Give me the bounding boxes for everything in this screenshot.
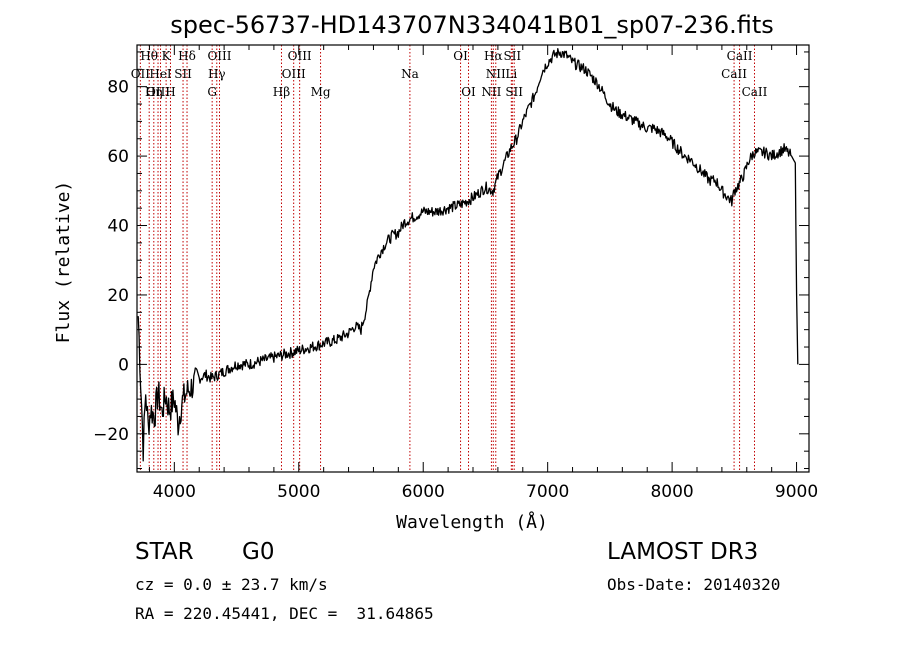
emission-line-markers: [139, 45, 755, 472]
emission-line-label: NII: [481, 85, 501, 99]
object-subclass: G0: [242, 539, 275, 565]
emission-line-label: H: [165, 85, 175, 99]
plot-frame: [136, 44, 810, 473]
emission-line-label: SII: [503, 49, 521, 63]
x-tick-label: 8000: [650, 482, 693, 502]
emission-line-label: Hα: [484, 49, 503, 63]
y-axis-ticks: −20 0 20 40 60 80: [93, 51, 809, 470]
emission-line-label: SII: [505, 85, 523, 99]
redshift-readout: cz = 0.0 ± 23.7 km/s: [135, 575, 328, 594]
emission-line-label: OIII: [282, 67, 306, 81]
emission-line-label: Hη: [145, 85, 163, 99]
emission-line-label: OI: [453, 49, 468, 63]
y-tick-label: 20: [107, 286, 129, 306]
y-axis-label: Flux (relative): [53, 181, 74, 344]
emission-line-label: CaII: [727, 49, 753, 63]
emission-line-label: OIII: [207, 49, 231, 63]
emission-line-label: G: [207, 85, 217, 99]
emission-line-label: NII: [486, 67, 506, 81]
x-axis-label: Wavelength (Å): [396, 511, 548, 533]
coordinates-readout: RA = 220.45441, DEC = 31.64865: [135, 604, 434, 623]
emission-line-label: Mg: [311, 85, 331, 99]
x-tick-label: 9000: [775, 482, 818, 502]
emission-line-label: Hγ: [208, 67, 226, 81]
emission-line-label: OI: [461, 85, 476, 99]
flux-series-line: [137, 48, 799, 462]
x-axis-ticks: 4000 5000 6000 7000 8000 9000: [148, 45, 818, 502]
x-tick-label: 5000: [277, 482, 320, 502]
x-tick-label: 7000: [526, 482, 569, 502]
emission-line-label: OIII: [146, 85, 170, 99]
emission-line-label: CaII: [742, 85, 768, 99]
y-tick-label: 80: [107, 78, 129, 98]
emission-line-label: HeI: [149, 67, 172, 81]
y-tick-label: 0: [118, 355, 129, 375]
survey-name: LAMOST DR3: [607, 539, 759, 565]
chart-title: spec-56737-HD143707N334041B01_sp07-236.f…: [170, 11, 774, 39]
emission-line-label: Hβ: [273, 85, 290, 99]
x-tick-label: 4000: [153, 482, 196, 502]
emission-line-label: K: [162, 49, 172, 63]
emission-line-label: SII: [174, 67, 192, 81]
emission-line-label: Na: [401, 67, 419, 81]
y-tick-label: 40: [107, 217, 129, 237]
emission-line-label: OII: [131, 67, 151, 81]
y-tick-label: 60: [107, 147, 129, 167]
emission-line-label: Hθ: [140, 49, 158, 63]
emission-line-label: OIII: [288, 49, 312, 63]
y-tick-label: −20: [93, 425, 129, 445]
emission-line-label: Hδ: [178, 49, 196, 63]
emission-line-label: Li: [505, 67, 517, 81]
observation-date: Obs-Date: 20140320: [607, 575, 781, 594]
x-tick-label: 6000: [402, 482, 445, 502]
object-class: STAR: [135, 539, 194, 565]
emission-line-label: CaII: [721, 67, 747, 81]
